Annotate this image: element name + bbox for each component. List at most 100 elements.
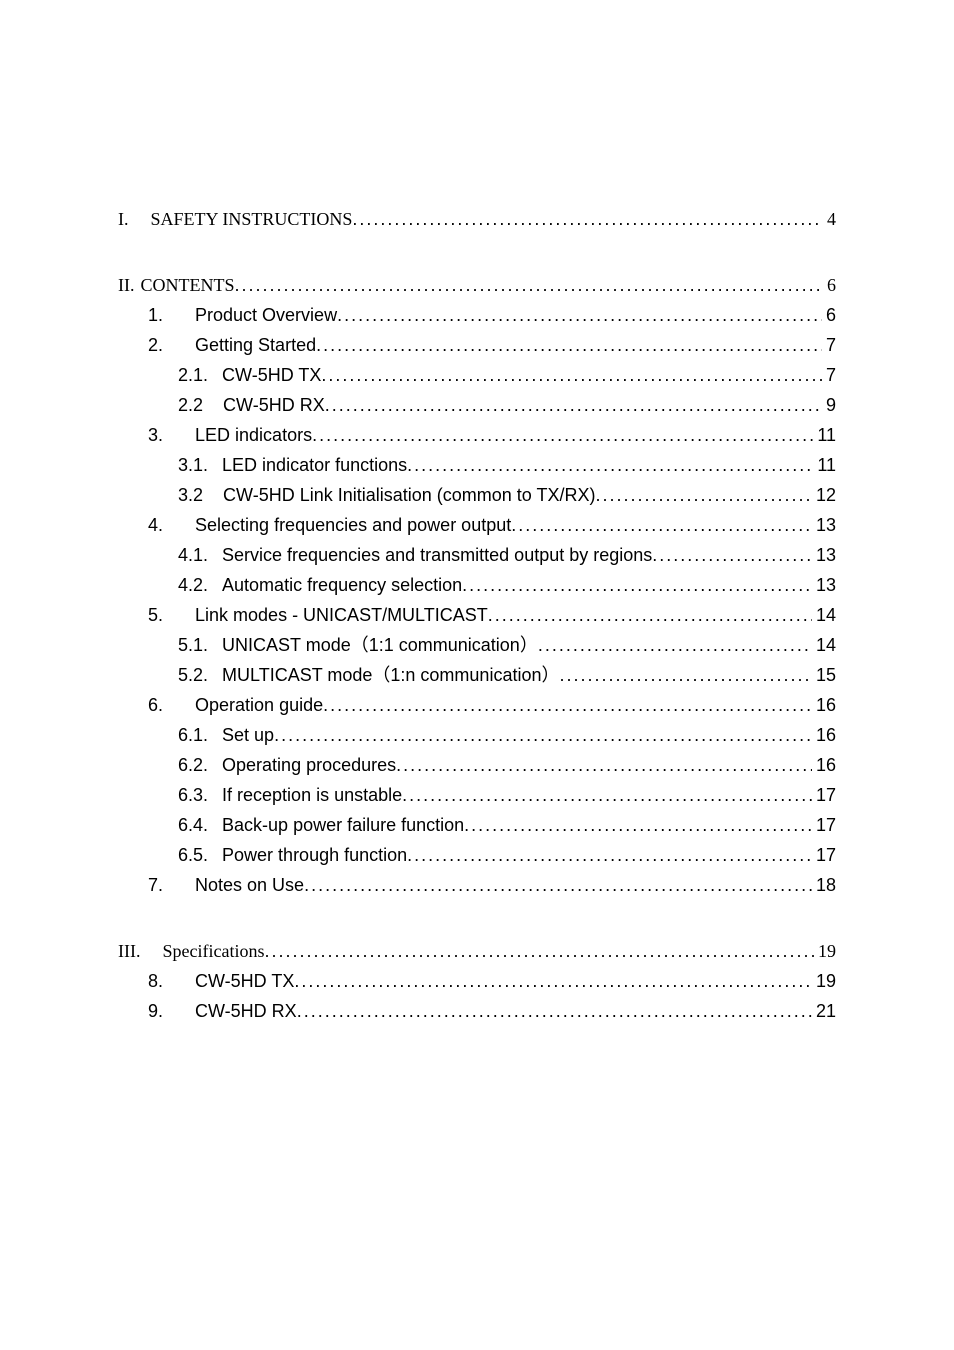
toc-entry-title: CW-5HD RX (223, 396, 325, 414)
toc-entry-number: 9. (148, 1002, 195, 1020)
toc-entry: 5.2.MULTICAST mode（1:n communication） 15 (118, 666, 836, 696)
toc-entry-title: CW-5HD TX (195, 972, 294, 990)
toc-leader-dots (312, 426, 813, 444)
toc-entry: 4.Selecting frequencies and power output… (118, 516, 836, 546)
toc-entry-title: Automatic frequency selection (222, 576, 462, 594)
toc-entry: 1.Product Overview 6 (118, 306, 836, 336)
toc-entry-number: I. (118, 210, 151, 228)
toc-entry-page: 4 (823, 210, 836, 228)
toc-entry: 6.1.Set up16 (118, 726, 836, 756)
toc-leader-dots (264, 942, 814, 960)
toc-entry-title: If reception is unstable (222, 786, 402, 804)
toc-entry-title: Operating procedures (222, 756, 396, 774)
toc-entry-page: 14 (812, 606, 836, 624)
toc-entry-title: Getting Started (195, 336, 316, 354)
toc-entry-page: 19 (812, 972, 836, 990)
toc-leader-dots (337, 306, 822, 324)
toc-entry-page: 13 (812, 546, 836, 564)
toc-leader-dots (274, 726, 812, 744)
toc-entry: 7.Notes on Use 18 (118, 876, 836, 906)
toc-entry-title: Notes on Use (195, 876, 304, 894)
table-of-contents: I.SAFETY INSTRUCTIONS4II.CONTENTS61.Prod… (118, 210, 836, 1032)
toc-entry: 5.1.UNICAST mode（1:1 communication） 14 (118, 636, 836, 666)
toc-entry-page: 16 (812, 726, 836, 744)
toc-entry-number: 2.1. (178, 366, 222, 384)
toc-entry: 2.Getting Started7 (118, 336, 836, 366)
toc-leader-dots (316, 336, 822, 354)
toc-entry-title: Selecting frequencies and power output (195, 516, 511, 534)
toc-leader-dots (595, 486, 811, 504)
toc-entry-number: II. (118, 276, 141, 294)
toc-entry-title: CW-5HD TX (222, 366, 321, 384)
toc-entry-page: 9 (822, 396, 836, 414)
toc-entry-title: Product Overview (195, 306, 337, 324)
toc-entry-page: 12 (812, 486, 836, 504)
toc-entry-page: 6 (822, 306, 836, 324)
toc-entry-title: LED indicator functions (222, 456, 407, 474)
toc-entry: 6.5.Power through function 17 (118, 846, 836, 876)
toc-entry-number: 8. (148, 972, 195, 990)
toc-entry-page: 18 (812, 876, 836, 894)
toc-entry-title: Power through function (222, 846, 407, 864)
toc-entry-page: 16 (812, 756, 836, 774)
toc-leader-dots (352, 210, 823, 228)
toc-leader-dots (407, 846, 812, 864)
toc-entry: 2.2CW-5HD RX 9 (118, 396, 836, 426)
toc-entry-title: LED indicators (195, 426, 312, 444)
toc-entry: 4.1.Service frequencies and transmitted … (118, 546, 836, 576)
toc-entry-page: 21 (812, 1002, 836, 1020)
toc-leader-dots (538, 636, 812, 654)
toc-entry-number: 6.5. (178, 846, 222, 864)
toc-entry-title: Back-up power failure function (222, 816, 464, 834)
toc-entry-number: 6.4. (178, 816, 222, 834)
toc-entry-title: Specifications (162, 942, 264, 960)
toc-entry: 5.Link modes - UNICAST/MULTICAST14 (118, 606, 836, 636)
toc-leader-dots (396, 756, 812, 774)
toc-entry-page: 7 (822, 366, 836, 384)
toc-entry-number: 5.2. (178, 666, 222, 684)
toc-entry-page: 14 (812, 636, 836, 654)
toc-entry: I.SAFETY INSTRUCTIONS4 (118, 210, 836, 240)
toc-entry: 2.1.CW-5HD TX 7 (118, 366, 836, 396)
toc-entry: 6.2.Operating procedures 16 (118, 756, 836, 786)
toc-entry-page: 15 (812, 666, 836, 684)
toc-entry: 8.CW-5HD TX 19 (118, 972, 836, 1002)
toc-entry-number: 7. (148, 876, 195, 894)
toc-entry-number: 5.1. (178, 636, 222, 654)
toc-spacer (118, 906, 836, 942)
toc-entry-number: 6. (148, 696, 195, 714)
toc-entry-page: 17 (812, 816, 836, 834)
toc-entry-page: 19 (814, 942, 836, 960)
toc-entry: 6.4.Back-up power failure function 17 (118, 816, 836, 846)
toc-entry-number: 4.2. (178, 576, 222, 594)
toc-leader-dots (511, 516, 812, 534)
toc-entry-number: 6.2. (178, 756, 222, 774)
toc-entry-number: 2.2 (178, 396, 223, 414)
toc-entry-title: MULTICAST mode（1:n communication） (222, 666, 559, 684)
toc-leader-dots (402, 786, 812, 804)
toc-leader-dots (464, 816, 812, 834)
toc-entry-number: 6.3. (178, 786, 222, 804)
toc-leader-dots (407, 456, 813, 474)
toc-entry: 4.2.Automatic frequency selection13 (118, 576, 836, 606)
toc-entry-number: 5. (148, 606, 195, 624)
toc-leader-dots (323, 696, 812, 714)
toc-entry-number: 3.1. (178, 456, 222, 474)
toc-entry: 6.Operation guide16 (118, 696, 836, 726)
toc-entry-page: 13 (812, 516, 836, 534)
page: I.SAFETY INSTRUCTIONS4II.CONTENTS61.Prod… (0, 0, 954, 1350)
toc-entry-title: Operation guide (195, 696, 323, 714)
toc-entry-title: UNICAST mode（1:1 communication） (222, 636, 538, 654)
toc-entry: 3.1.LED indicator functions 11 (118, 456, 836, 486)
toc-leader-dots (325, 396, 822, 414)
toc-entry: 9.CW-5HD RX21 (118, 1002, 836, 1032)
toc-entry-number: 4.1. (178, 546, 222, 564)
toc-entry-page: 11 (813, 456, 836, 474)
toc-leader-dots (321, 366, 822, 384)
toc-entry-page: 17 (812, 846, 836, 864)
toc-entry-number: 1. (148, 306, 195, 324)
toc-entry: 3.LED indicators11 (118, 426, 836, 456)
toc-spacer (118, 240, 836, 276)
toc-entry: III.Specifications19 (118, 942, 836, 972)
toc-entry-number: 6.1. (178, 726, 222, 744)
